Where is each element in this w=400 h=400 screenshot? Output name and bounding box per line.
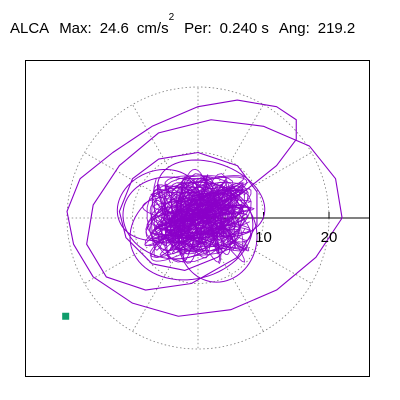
x-tick-label-1: 10 bbox=[255, 229, 272, 246]
trace-cluster-loop-68 bbox=[152, 186, 237, 249]
trace-cluster-loop-47 bbox=[161, 182, 221, 263]
angle-value: 219.2 bbox=[317, 20, 356, 37]
period-value: 0.240 s bbox=[219, 20, 269, 37]
trace-cluster-loop-75 bbox=[146, 189, 243, 243]
x-tick-label-2: 20 bbox=[321, 229, 338, 246]
max-label: Max: bbox=[59, 20, 92, 37]
angle-label: Ang: bbox=[278, 20, 310, 37]
trace-layer bbox=[62, 99, 343, 320]
max-value: 24.6 bbox=[99, 20, 129, 37]
trace-cluster-loop-69 bbox=[164, 183, 222, 265]
tick-label-layer: 10 20 bbox=[255, 229, 337, 246]
trace-mid-loop-5 bbox=[177, 192, 258, 283]
trace-outer-orbit bbox=[66, 99, 343, 317]
trace-end-marker bbox=[62, 312, 70, 320]
trace-mid-loop-4 bbox=[116, 168, 201, 241]
trace-cluster-loop-74 bbox=[153, 195, 252, 243]
trace-mid-loop-2 bbox=[129, 181, 254, 281]
station-label: ALCA bbox=[10, 20, 50, 37]
trace-cluster-loop-71 bbox=[179, 195, 215, 248]
max-unit: cm/s bbox=[136, 20, 169, 37]
trace-cluster-loop-49 bbox=[146, 185, 246, 263]
period-label: Per: bbox=[184, 20, 212, 37]
trace-cluster-loop-67 bbox=[175, 185, 217, 248]
trace-cluster-loop-59 bbox=[159, 203, 243, 227]
trace-cluster-loop-73 bbox=[149, 175, 245, 252]
chart-header: ALCA Max: 24.6 cm/s 2 Per: 0.240 s Ang: … bbox=[10, 13, 356, 40]
trace-mid-loop-1 bbox=[122, 176, 222, 260]
trace-cluster-loop-70 bbox=[169, 198, 213, 239]
trace-cluster-loop-62 bbox=[158, 188, 229, 240]
trace-mid-loop-3 bbox=[156, 159, 266, 238]
